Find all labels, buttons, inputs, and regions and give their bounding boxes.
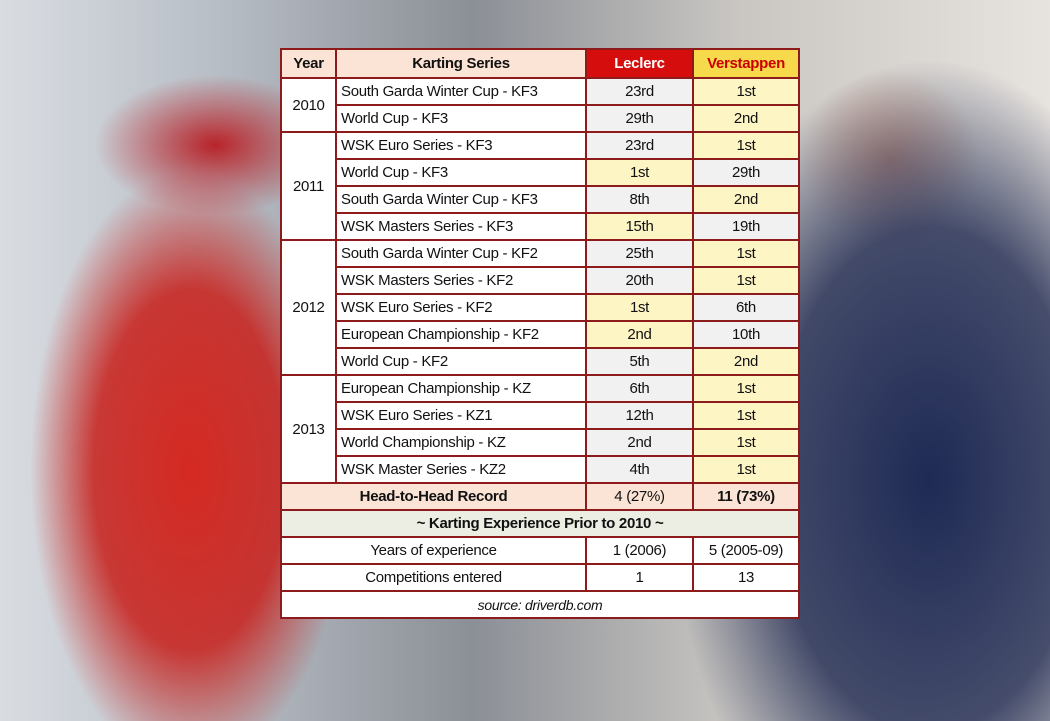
year-cell: 2010 <box>280 77 337 133</box>
h2h-cell: 11 (73%) <box>692 482 800 511</box>
table-row: ~ Karting Experience Prior to 2010 ~ <box>280 509 800 538</box>
series-cell: World Cup - KF3 <box>335 158 587 187</box>
table-row: WSK Euro Series - KF2 1st 6th <box>281 293 800 322</box>
result-cell: 8th <box>585 185 694 214</box>
table-row: Year Karting Series Leclerc Verstappen <box>280 48 800 79</box>
result-cell: 1st <box>692 374 800 403</box>
table-body: Year Karting Series Leclerc Verstappen 2010 S… <box>280 48 800 619</box>
table-row: 2010 South Garda Winter Cup - KF3 23rd 1st <box>280 77 800 133</box>
result-cell: 29th <box>585 104 694 133</box>
table-row: Head-to-Head Record 4 (27%) 11 (73%) <box>280 482 800 511</box>
result-cell: 1st <box>692 401 800 430</box>
result-cell: 19th <box>692 212 800 241</box>
table-row: South Garda Winter Cup - KF3 8th 2nd <box>281 185 800 214</box>
source: source: driverdb.com <box>280 590 800 619</box>
h2h-cell: 4 (27%) <box>585 482 694 511</box>
result-cell: 1st <box>692 428 800 457</box>
table-row: European Championship - KF2 2nd 10th <box>281 320 800 349</box>
result-cell: 5th <box>585 347 694 376</box>
result-cell: 1st <box>585 293 694 322</box>
table-row: WSK Masters Series - KF2 20th 1st <box>281 266 800 295</box>
table-row: WSK Euro Series - KZ1 12th 1st <box>281 401 800 430</box>
series-cell: World Cup - KF3 <box>335 104 587 133</box>
result-cell: 20th <box>585 266 694 295</box>
table-row: 2011 WSK Euro Series - KF3 23rd 1st <box>280 131 800 241</box>
year-cell: 2013 <box>280 374 337 484</box>
series-cell: European Championship - KF2 <box>335 320 587 349</box>
series-cell: WSK Euro Series - KZ1 <box>335 401 587 430</box>
result-cell: 6th <box>692 293 800 322</box>
table-row: source: driverdb.com <box>280 590 800 619</box>
series-cell: WSK Euro Series - KF3 <box>335 131 587 160</box>
karting-table: Year Karting Series Leclerc Verstappen 2010 S… <box>280 48 800 619</box>
table-row: 2013 European Championship - KZ 6th 1st <box>280 374 800 484</box>
prior-label: Competitions entered <box>280 563 587 592</box>
year-cell: 2011 <box>280 131 337 241</box>
result-cell: 10th <box>692 320 800 349</box>
result-cell: 2nd <box>692 347 800 376</box>
series-cell: WSK Master Series - KZ2 <box>335 455 587 484</box>
section-title: ~ Karting Experience Prior to 2010 ~ <box>280 509 800 538</box>
result-cell: 1st <box>692 266 800 295</box>
prior-cell: 1 (2006) <box>585 536 694 565</box>
header-cell: Verstappen <box>692 48 800 79</box>
result-cell: 4th <box>585 455 694 484</box>
result-cell: 29th <box>692 158 800 187</box>
prior-cell: 5 (2005-09) <box>692 536 800 565</box>
table-row: WSK Master Series - KZ2 4th 1st <box>281 455 800 484</box>
result-cell: 2nd <box>585 320 694 349</box>
series-cell: WSK Euro Series - KF2 <box>335 293 587 322</box>
result-cell: 15th <box>585 212 694 241</box>
table-row: WSK Masters Series - KF3 15th 19th <box>281 212 800 241</box>
result-cell: 1st <box>692 239 800 268</box>
prior-label: Years of experience <box>280 536 587 565</box>
result-cell: 2nd <box>585 428 694 457</box>
result-cell: 2nd <box>692 185 800 214</box>
header-cell: Year <box>280 48 337 79</box>
table-row: World Cup - KF3 1st 29th <box>281 158 800 187</box>
year-cell: 2012 <box>280 239 337 376</box>
result-cell: 25th <box>585 239 694 268</box>
result-cell: 6th <box>585 374 694 403</box>
prior-cell: 13 <box>692 563 800 592</box>
table-row: World Cup - KF3 29th 2nd <box>281 104 800 133</box>
table-row: Competitions entered 1 13 <box>280 563 800 592</box>
table-row: Years of experience 1 (2006) 5 (2005-09) <box>280 536 800 565</box>
series-cell: WSK Masters Series - KF3 <box>335 212 587 241</box>
result-cell: 12th <box>585 401 694 430</box>
header-cell: Leclerc <box>585 48 694 79</box>
result-cell: 23rd <box>585 131 694 160</box>
series-cell: World Cup - KF2 <box>335 347 587 376</box>
header-cell: Karting Series <box>335 48 587 79</box>
prior-cell: 1 <box>585 563 694 592</box>
h2h-label: Head-to-Head Record <box>280 482 587 511</box>
table-row: World Cup - KF2 5th 2nd <box>281 347 800 376</box>
series-cell: WSK Masters Series - KF2 <box>335 266 587 295</box>
table-row: 2012 South Garda Winter Cup - KF2 25th 1st <box>280 239 800 376</box>
series-cell: South Garda Winter Cup - KF3 <box>335 77 587 106</box>
series-cell: World Championship - KZ <box>335 428 587 457</box>
series-cell: South Garda Winter Cup - KF2 <box>335 239 587 268</box>
result-cell: 1st <box>585 158 694 187</box>
table-row: World Championship - KZ 2nd 1st <box>281 428 800 457</box>
series-cell: European Championship - KZ <box>335 374 587 403</box>
series-cell: South Garda Winter Cup - KF3 <box>335 185 587 214</box>
result-cell: 2nd <box>692 104 800 133</box>
result-cell: 1st <box>692 131 800 160</box>
result-cell: 1st <box>692 77 800 106</box>
result-cell: 1st <box>692 455 800 484</box>
result-cell: 23rd <box>585 77 694 106</box>
